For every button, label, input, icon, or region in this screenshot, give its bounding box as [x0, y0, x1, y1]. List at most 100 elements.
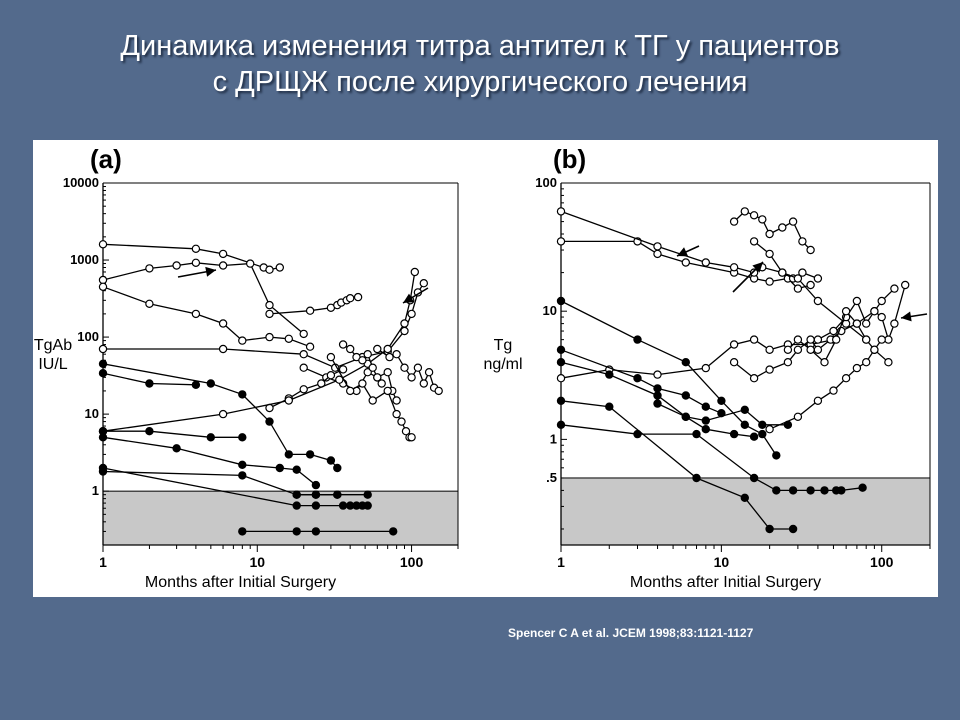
open-point-a-1-5 [245, 259, 255, 268]
filled-point-b-12-10 [858, 483, 867, 492]
filled-point-b-14-1 [605, 402, 614, 411]
filled-point-a-12-0 [98, 368, 108, 378]
open-point-b-6-5 [870, 306, 879, 316]
open-point-b-1-9 [813, 274, 823, 283]
open-point-a-0-2 [218, 249, 228, 259]
open-point-a-6-2 [299, 385, 308, 394]
open-point-a-8-3 [368, 396, 377, 405]
open-point-a-0-0 [98, 240, 108, 249]
open-point-b-6-3 [852, 296, 862, 306]
x-tick-label-a: 100 [400, 554, 424, 570]
figure-svg: 10000 1000 100 10 1 1 10 100 Months after Initia… [34, 144, 931, 591]
filled-point-b-14-4 [765, 524, 774, 534]
open-point-a-1-0 [98, 275, 108, 285]
filled-point-b-13-3 [740, 405, 750, 414]
filled-point-b-12-9 [837, 486, 846, 495]
open-point-b-3-4 [813, 296, 823, 306]
filled-point-a-14-4 [292, 465, 301, 474]
filled-point-a-18-2 [311, 527, 321, 536]
open-point-a-10-6 [373, 373, 382, 382]
open-point-a-0-5 [275, 263, 284, 272]
filled-point-a-12-1 [145, 379, 154, 388]
open-point-b-5-4 [793, 345, 803, 354]
filled-point-b-14-0 [556, 396, 566, 405]
open-point-a-4-1 [218, 344, 228, 354]
open-point-b-8-5 [852, 363, 862, 373]
filled-point-a-18-0 [238, 527, 247, 536]
open-point-a-1-7 [299, 329, 308, 339]
open-point-a-8-4 [383, 386, 392, 396]
filled-point-a-17-1 [311, 490, 321, 499]
y-tick-label-b: 100 [535, 175, 557, 190]
series-line-a-4 [103, 282, 425, 369]
open-point-b-8-6 [862, 357, 871, 367]
filled-point-b-10-3 [681, 391, 691, 400]
open-point-b-5-6 [813, 345, 823, 354]
x-axis-label-a: Months after Initial Surgery [145, 574, 336, 591]
open-point-a-7-6 [400, 319, 409, 328]
open-point-a-5-0 [299, 363, 308, 372]
open-point-a-9-0 [373, 344, 382, 354]
filled-point-a-11-3 [265, 417, 274, 426]
x-axis-label-b: Months after Initial Surgery [630, 574, 821, 591]
filled-point-b-11-1 [605, 370, 614, 379]
open-point-b-0-9 [806, 280, 815, 290]
filled-point-a-14-1 [172, 444, 181, 453]
open-point-b-2-7 [798, 237, 807, 246]
open-point-a-5-6 [383, 367, 392, 377]
series-line-b-2 [733, 210, 812, 251]
open-point-a-5-8 [392, 396, 401, 405]
filled-point-b-11-2 [653, 391, 662, 400]
filled-point-a-11-4 [284, 450, 293, 459]
open-point-b-6-8 [890, 319, 899, 328]
open-point-b-7-0 [783, 345, 793, 354]
open-point-a-6-4 [326, 370, 336, 380]
figure-panel: 10000 1000 100 10 1 1 10 100 Months after Initia… [33, 140, 938, 597]
open-point-b-5-0 [729, 357, 739, 367]
filled-point-b-13-5 [783, 420, 793, 429]
filled-point-b-9-3 [717, 396, 726, 405]
open-point-a-2-5 [265, 332, 274, 342]
open-point-a-2-3 [218, 319, 228, 328]
open-point-b-6-9 [901, 280, 910, 290]
open-point-b-1-2 [701, 258, 711, 267]
open-point-b-0-0 [556, 237, 566, 246]
open-point-b-7-6 [852, 319, 862, 328]
open-point-a-9-3 [400, 363, 409, 372]
open-point-a-8-2 [358, 379, 367, 388]
filled-point-a-16-3 [338, 501, 348, 510]
filled-point-a-14-0 [98, 433, 108, 442]
open-point-a-1-3 [191, 258, 201, 268]
filled-point-b-11-4 [701, 425, 711, 434]
open-point-b-4-5 [749, 335, 759, 344]
x-tick-label-a: 1 [99, 554, 107, 570]
open-point-a-4-0 [98, 344, 108, 354]
filled-point-b-13-1 [681, 412, 691, 421]
open-point-b-2-1 [740, 207, 750, 216]
open-point-a-1-4 [218, 261, 228, 270]
panel-label-b: (b) [553, 144, 586, 174]
open-point-b-3-2 [778, 268, 787, 277]
open-point-a-3-1 [305, 306, 315, 315]
series-line-b-6 [817, 284, 906, 342]
open-point-b-2-3 [758, 215, 767, 224]
filled-point-a-11-7 [333, 463, 342, 473]
open-point-b-0-2 [653, 249, 662, 259]
open-point-b-2-8 [806, 245, 815, 255]
open-point-b-1-3 [729, 263, 739, 272]
open-point-b-4-2 [653, 370, 662, 379]
filled-point-b-10-4 [701, 402, 711, 411]
open-point-b-4-0 [556, 373, 566, 383]
filled-point-b-12-4 [772, 486, 781, 495]
open-point-a-9-1 [385, 352, 394, 362]
open-point-a-6-5 [338, 365, 348, 374]
open-point-b-4-6 [765, 345, 774, 354]
open-point-a-1-1 [145, 264, 154, 273]
open-point-b-8-8 [877, 335, 886, 344]
filled-point-a-11-2 [238, 390, 247, 399]
open-point-b-7-4 [832, 335, 841, 344]
x-tick-label-b: 10 [714, 554, 730, 570]
y-axis-label-line1-b: Tg [494, 337, 513, 354]
filled-point-b-9-1 [633, 335, 642, 344]
filled-point-b-9-4 [740, 420, 750, 429]
